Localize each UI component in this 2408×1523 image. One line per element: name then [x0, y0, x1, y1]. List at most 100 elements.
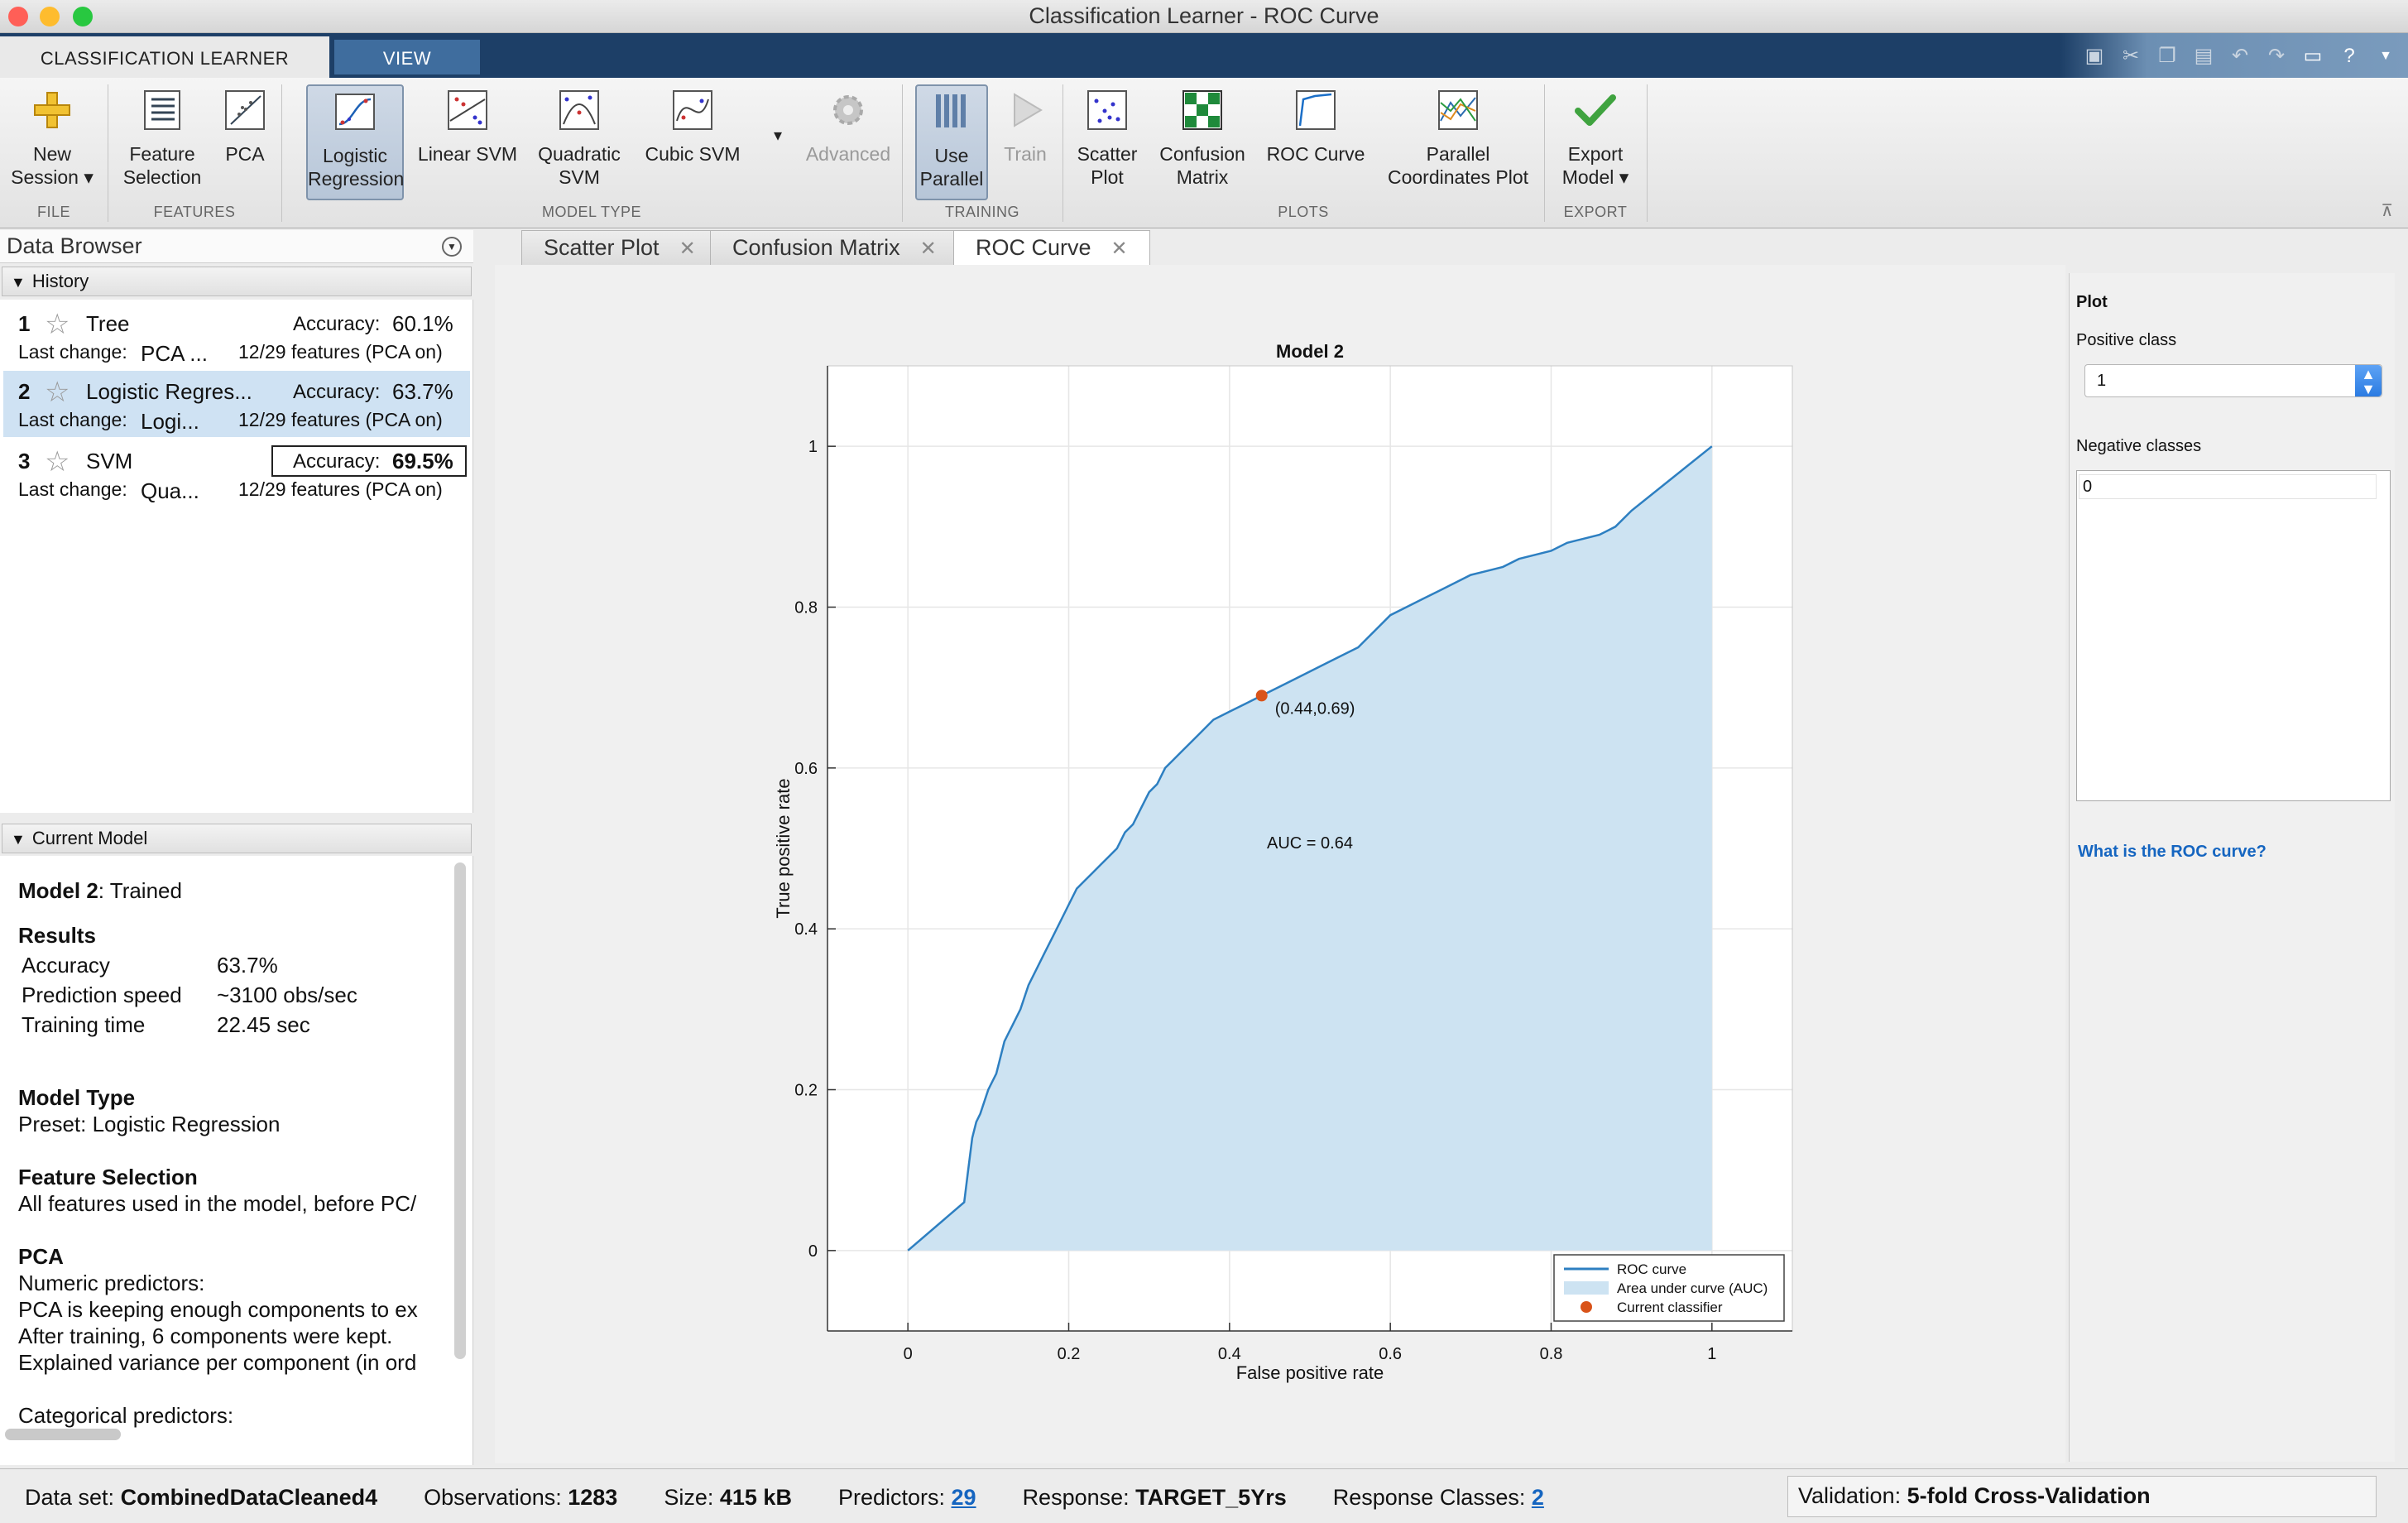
- undo-icon[interactable]: ↶: [2231, 45, 2249, 67]
- response-classes-label: Response Classes:: [1332, 1484, 1526, 1510]
- star-icon[interactable]: ☆: [45, 446, 70, 478]
- history-item-2[interactable]: 2 ☆ Logistic Regres... Accuracy: 63.7% L…: [3, 371, 470, 437]
- redo-icon[interactable]: ↷: [2267, 45, 2286, 67]
- new-session-button[interactable]: New Session ▾: [5, 84, 99, 200]
- roc-curve-button[interactable]: ROC Curve: [1261, 84, 1370, 200]
- roc-plot-area: 0 0.2 0.4 0.6 0.8 1 0 0.2 0.4 0.6 0.8 1 (0.44,0.69)…: [495, 265, 2065, 1463]
- positive-class-value: 1: [2097, 372, 2107, 390]
- size-label: Size:: [664, 1484, 714, 1510]
- train-button[interactable]: Train: [996, 84, 1054, 200]
- negative-class-item[interactable]: 0: [2079, 474, 2377, 499]
- minimize-window-button[interactable]: [40, 7, 60, 26]
- vertical-scrollbar[interactable]: [454, 862, 466, 1359]
- history-section-header[interactable]: ▼ History: [2, 267, 472, 296]
- response-value: TARGET_5Yrs: [1135, 1484, 1287, 1510]
- horizontal-scrollbar[interactable]: [5, 1429, 121, 1440]
- plot-options-panel: Plot Positive class 1 ▲ ▼ Negative classe…: [2069, 273, 2395, 1462]
- x-tick-label: 0.8: [1540, 1345, 1563, 1363]
- layout-icon[interactable]: ▭: [2303, 45, 2323, 67]
- parallel-coordinates-icon: [1438, 90, 1478, 130]
- paste-icon[interactable]: ▤: [2194, 45, 2214, 67]
- results-heading: Results: [18, 923, 96, 948]
- scatter-plot-button[interactable]: Scatter Plot: [1071, 84, 1144, 200]
- response-classes-link[interactable]: 2: [1531, 1484, 1544, 1510]
- legend-classifier-swatch: [1581, 1301, 1592, 1313]
- pca-button[interactable]: PCA: [217, 84, 273, 200]
- best-accuracy-box: [271, 445, 467, 477]
- model-name: Model 2: [18, 878, 98, 903]
- title-bar: Classification Learner - ROC Curve: [0, 0, 2408, 33]
- accuracy-value: 63.7%: [392, 379, 453, 404]
- y-tick-label: 0.4: [794, 920, 818, 939]
- history-item-1[interactable]: 1 ☆ Tree Accuracy: 60.1% Last change: PC…: [3, 303, 470, 369]
- predictors-link[interactable]: 29: [951, 1484, 976, 1510]
- ticks: 0 0.2 0.4 0.6 0.8 1 0 0.2 0.4 0.6 0.8 1: [794, 438, 1716, 1363]
- chart-title: Model 2: [1276, 341, 1344, 362]
- feature-selection-label-2: Selection: [122, 166, 202, 188]
- zoom-window-button[interactable]: [73, 7, 93, 26]
- roc-chart: 0 0.2 0.4 0.6 0.8 1 0 0.2 0.4 0.6 0.8 1 (0.44,0.69)…: [773, 341, 1793, 1383]
- copy-icon[interactable]: ❐: [2158, 45, 2176, 67]
- last-change-value: Qua...: [141, 478, 199, 503]
- cubic-svm-icon: [673, 90, 712, 130]
- tab-classification-learner[interactable]: CLASSIFICATION LEARNER: [0, 36, 329, 78]
- collapse-ribbon-icon[interactable]: ⊼: [2381, 202, 2393, 220]
- current-model-section-header[interactable]: ▼ Current Model: [2, 824, 472, 853]
- history-label: History: [31, 271, 89, 291]
- scatter-plot-label-2: Plot: [1091, 166, 1124, 188]
- roc-help-link[interactable]: What is the ROC curve?: [2078, 843, 2266, 861]
- cut-icon[interactable]: ✂: [2122, 45, 2140, 67]
- model-gallery-expand-button[interactable]: ▾: [773, 127, 783, 145]
- model-type-value: Preset: Logistic Regression: [18, 1112, 281, 1136]
- history-item-number: 1: [18, 311, 31, 336]
- data-browser-menu-icon[interactable]: ▼: [442, 237, 462, 257]
- negative-classes-list[interactable]: 0: [2076, 470, 2391, 801]
- y-axis-label: True positive rate: [773, 778, 794, 918]
- linear-svm-button[interactable]: Linear SVM: [414, 84, 521, 200]
- close-tab-icon[interactable]: ✕: [1110, 238, 1128, 260]
- save-icon[interactable]: ▣: [2084, 45, 2104, 67]
- feature-selection-button[interactable]: Feature Selection: [116, 84, 209, 200]
- help-icon[interactable]: ?: [2343, 45, 2355, 67]
- star-icon[interactable]: ☆: [45, 309, 70, 340]
- close-tab-icon[interactable]: ✕: [919, 238, 937, 260]
- legend-classifier-label: Current classifier: [1617, 1300, 1723, 1315]
- menu-dropdown-icon[interactable]: ▼: [2379, 49, 2392, 63]
- toolstrip-tabs: CLASSIFICATION LEARNER VIEW ▣ ✂ ❐ ▤ ↶ ↷ …: [0, 33, 2408, 78]
- history-item-3[interactable]: 3 ☆ SVM Accuracy: 69.5% Last change: Qua…: [3, 440, 470, 507]
- new-session-icon: [34, 92, 70, 128]
- tab-roc-curve[interactable]: ROC Curve ✕: [953, 230, 1150, 267]
- use-parallel-label-2: Parallel: [919, 168, 984, 190]
- current-model-summary: Model 2: Trained Results Accuracy 63.7% P…: [18, 876, 449, 1429]
- tab-confusion-matrix[interactable]: Confusion Matrix ✕: [710, 230, 959, 265]
- cubic-svm-button[interactable]: Cubic SVM: [639, 84, 746, 200]
- tab-scatter-plot[interactable]: Scatter Plot ✕: [521, 230, 718, 265]
- x-tick-label: 0.4: [1218, 1345, 1241, 1363]
- ribbon: New Session ▾ FILE Feature Selection PCA…: [0, 78, 2408, 228]
- last-change-value: Logi...: [141, 409, 199, 434]
- confusion-matrix-button[interactable]: Confusion Matrix: [1150, 84, 1254, 200]
- roc-curve-line: [907, 445, 1713, 1252]
- parallel-coordinates-plot-button[interactable]: Parallel Coordinates Plot: [1377, 84, 1539, 200]
- quadratic-svm-button[interactable]: Quadratic SVM: [530, 84, 629, 200]
- logistic-regression-button[interactable]: Logistic Regression: [306, 84, 404, 200]
- star-icon[interactable]: ☆: [45, 377, 70, 408]
- result-key: Accuracy: [22, 953, 110, 978]
- history-item-number: 2: [18, 379, 31, 404]
- window-title: Classification Learner - ROC Curve: [1029, 3, 1379, 28]
- new-session-label-1: New: [32, 143, 71, 165]
- x-tick-label: 1: [1707, 1345, 1716, 1363]
- status-bar: Data set: CombinedDataCleaned4 Observati…: [0, 1468, 2408, 1523]
- close-window-button[interactable]: [8, 7, 28, 26]
- tab-view[interactable]: VIEW: [334, 40, 480, 74]
- use-parallel-button[interactable]: Use Parallel: [915, 84, 988, 200]
- advanced-button[interactable]: Advanced: [803, 84, 894, 200]
- y-tick-label: 0.8: [794, 599, 818, 617]
- parallel-coordinates-label-2: Coordinates Plot: [1387, 166, 1529, 188]
- pca-line: After training, 6 components were kept.: [18, 1324, 393, 1348]
- result-key: Training time: [22, 1012, 146, 1037]
- positive-class-select[interactable]: 1 ▲ ▼: [2084, 364, 2382, 397]
- logistic-label-1: Logistic: [323, 145, 387, 166]
- export-model-button[interactable]: Export Model ▾: [1549, 84, 1642, 200]
- close-tab-icon[interactable]: ✕: [679, 238, 696, 260]
